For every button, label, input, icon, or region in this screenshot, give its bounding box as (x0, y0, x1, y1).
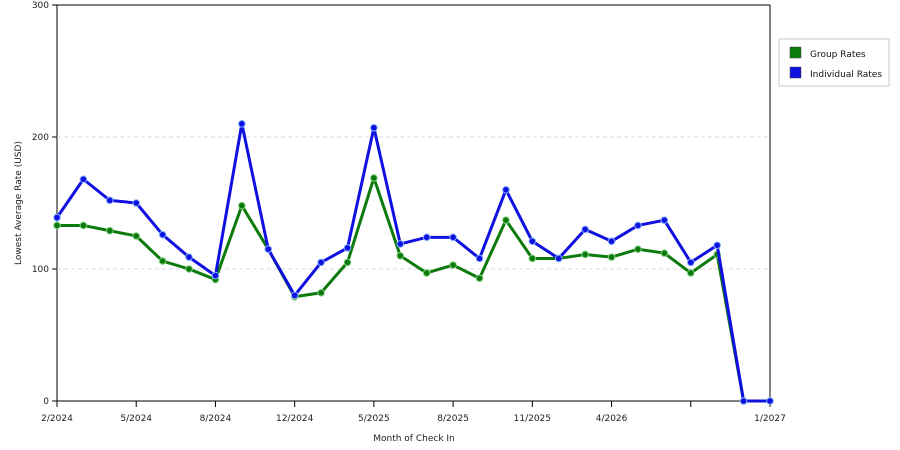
data-point-individual (211, 271, 220, 280)
x-tick-label: 5/2025 (358, 414, 390, 424)
x-tick-label: 4/2026 (596, 414, 628, 424)
data-point-individual (739, 397, 748, 405)
legend-label-group: Group Rates (810, 50, 866, 60)
series-group (53, 120, 774, 405)
legend-swatch-individual (789, 66, 802, 79)
legend-swatch-group (789, 46, 802, 59)
y-tick-label: 300 (32, 1, 49, 11)
data-point-individual (686, 258, 695, 267)
x-axis: 2/2024 5/2024 8/2024 12/2024 5/2025 8/2025 11/… (41, 401, 786, 424)
x-tick-label: 11/2025 (514, 414, 551, 424)
data-point-group (422, 269, 431, 277)
x-tick-label: 1/2027 (754, 414, 786, 424)
data-point-individual (106, 196, 114, 205)
data-point-group (53, 221, 61, 230)
data-point-group (132, 232, 141, 240)
data-point-group (185, 265, 193, 273)
data-point-individual (766, 397, 774, 405)
data-point-individual (422, 233, 431, 242)
y-axis-title: Lowest Average Rate (USD) (14, 141, 24, 265)
data-point-group (370, 174, 378, 182)
data-point-individual (502, 186, 510, 194)
x-tick-label: 2/2024 (41, 414, 73, 424)
data-point-individual (449, 233, 457, 242)
data-point-individual (290, 291, 299, 300)
data-point-group (343, 258, 352, 267)
data-point-group (660, 249, 669, 257)
x-tick-label: 8/2025 (437, 414, 469, 424)
data-point-individual (185, 253, 193, 261)
data-point-individual (713, 241, 721, 250)
data-point-individual (607, 237, 616, 246)
x-tick-label: 8/2024 (200, 414, 232, 424)
data-point-individual (528, 237, 537, 246)
data-point-individual (634, 221, 642, 230)
x-tick-label: 5/2024 (120, 414, 152, 424)
data-point-individual (238, 120, 246, 128)
data-point-group (581, 250, 589, 259)
data-point-individual (317, 258, 325, 267)
y-axis: 0 100 200 300 (32, 1, 57, 407)
data-point-group (634, 245, 642, 253)
y-tick-label: 0 (43, 397, 49, 407)
data-point-individual (581, 225, 589, 234)
data-point-individual (396, 240, 405, 248)
data-point-individual (660, 216, 669, 224)
y-tick-label: 100 (32, 265, 49, 275)
data-point-individual (158, 230, 167, 239)
data-point-individual (53, 213, 61, 222)
series-line-group (57, 176, 770, 403)
legend: Group Rates Individual Rates (778, 38, 890, 87)
plot-area (56, 4, 771, 402)
data-point-group (238, 201, 246, 210)
series-line-individual (55, 122, 770, 403)
data-point-individual (343, 244, 352, 252)
x-tick-label: 12/2024 (276, 414, 314, 424)
data-point-individual (554, 254, 563, 263)
data-point-group (79, 221, 88, 230)
data-point-group (686, 269, 695, 277)
x-axis-title: Month of Check In (373, 434, 455, 444)
data-point-individual (475, 254, 484, 263)
data-point-group (317, 288, 325, 297)
data-point-group (475, 274, 484, 283)
data-point-group (607, 253, 616, 261)
data-point-individual (264, 245, 273, 253)
data-point-group (449, 261, 457, 269)
data-point-group (528, 254, 537, 263)
data-point-individual (79, 175, 88, 184)
data-point-individual (132, 199, 141, 207)
y-tick-label: 200 (32, 133, 49, 143)
data-point-group (106, 226, 114, 235)
data-point-group (158, 257, 167, 265)
data-point-group (396, 252, 405, 260)
data-point-group (502, 216, 510, 224)
data-point-individual (370, 123, 378, 132)
legend-label-individual: Individual Rates (810, 70, 882, 80)
